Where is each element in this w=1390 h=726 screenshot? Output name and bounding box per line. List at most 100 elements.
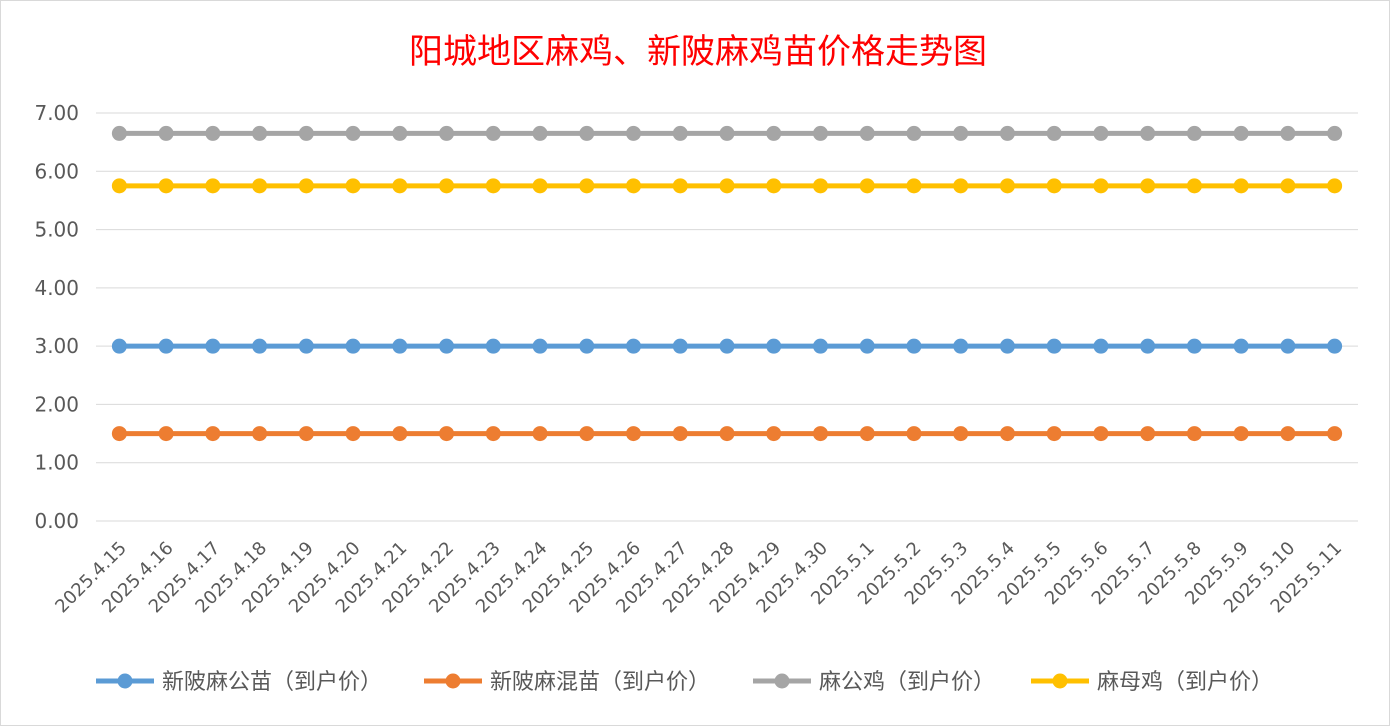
data-point xyxy=(205,426,221,442)
data-point xyxy=(626,125,642,141)
data-point xyxy=(532,426,548,442)
data-point xyxy=(812,178,828,194)
legend-entry: 新陂麻公苗（到户价） xyxy=(96,670,382,695)
data-point xyxy=(766,178,782,194)
data-point xyxy=(719,178,735,194)
series-2 xyxy=(111,125,1343,141)
data-point xyxy=(532,338,548,354)
data-point xyxy=(345,125,361,141)
data-point xyxy=(906,178,922,194)
y-axis-ticks: 0.00 1.00 2.00 3.00 4.00 5.00 6.00 7.00 xyxy=(34,101,79,533)
data-point xyxy=(252,338,268,354)
series-1 xyxy=(111,426,1343,442)
data-point xyxy=(1233,178,1249,194)
data-point xyxy=(532,178,548,194)
legend-marker xyxy=(117,673,133,689)
data-point xyxy=(298,125,314,141)
data-point xyxy=(812,125,828,141)
data-point xyxy=(1093,178,1109,194)
data-point xyxy=(392,338,408,354)
legend-label: 麻公鸡（到户价） xyxy=(819,670,995,695)
data-point xyxy=(111,178,127,194)
data-point xyxy=(953,338,969,354)
y-tick-label: 7.00 xyxy=(34,101,79,125)
data-point xyxy=(345,178,361,194)
data-point xyxy=(859,338,875,354)
y-tick-label: 5.00 xyxy=(34,218,79,242)
data-point xyxy=(719,426,735,442)
data-point xyxy=(205,178,221,194)
data-point xyxy=(719,125,735,141)
legend: 新陂麻公苗（到户价） 新陂麻混苗（到户价） 麻公鸡（到户价） 麻母鸡（到户价） xyxy=(96,670,1273,695)
data-point xyxy=(205,338,221,354)
data-point xyxy=(1233,338,1249,354)
data-point xyxy=(345,338,361,354)
data-point xyxy=(906,125,922,141)
data-point xyxy=(485,178,501,194)
legend-label: 新陂麻混苗（到户价） xyxy=(490,670,710,695)
data-point xyxy=(205,125,221,141)
y-tick-label: 4.00 xyxy=(34,276,79,300)
data-point xyxy=(1186,338,1202,354)
data-point xyxy=(719,338,735,354)
data-point xyxy=(1140,125,1156,141)
data-point xyxy=(298,426,314,442)
y-tick-label: 1.00 xyxy=(34,451,79,475)
data-point xyxy=(1327,426,1343,442)
data-point xyxy=(392,178,408,194)
data-point xyxy=(999,178,1015,194)
data-point xyxy=(111,338,127,354)
data-point xyxy=(392,125,408,141)
data-point xyxy=(1280,338,1296,354)
data-point xyxy=(579,338,595,354)
legend-marker xyxy=(1052,673,1068,689)
data-point xyxy=(1186,426,1202,442)
data-point xyxy=(439,178,455,194)
data-point xyxy=(672,125,688,141)
data-point xyxy=(906,338,922,354)
data-point xyxy=(999,426,1015,442)
data-point xyxy=(999,125,1015,141)
data-point xyxy=(392,426,408,442)
data-point xyxy=(1046,426,1062,442)
data-point xyxy=(1186,125,1202,141)
y-tick-label: 6.00 xyxy=(34,159,79,183)
data-point xyxy=(953,178,969,194)
gridlines xyxy=(96,112,1358,522)
data-point xyxy=(111,426,127,442)
legend-entry: 麻母鸡（到户价） xyxy=(1031,670,1273,695)
data-point xyxy=(439,125,455,141)
data-point xyxy=(579,426,595,442)
data-point xyxy=(158,178,174,194)
data-point xyxy=(158,426,174,442)
data-point xyxy=(439,338,455,354)
data-point xyxy=(1093,338,1109,354)
data-point xyxy=(1046,125,1062,141)
data-point xyxy=(859,125,875,141)
data-point xyxy=(579,125,595,141)
data-point xyxy=(1327,338,1343,354)
x-axis-ticks: 2025.4.152025.4.162025.4.172025.4.182025… xyxy=(51,538,1346,618)
data-point xyxy=(1233,426,1249,442)
data-point xyxy=(485,338,501,354)
data-point xyxy=(485,125,501,141)
data-point xyxy=(812,338,828,354)
legend-label: 新陂麻公苗（到户价） xyxy=(162,670,382,695)
y-tick-label: 3.00 xyxy=(34,334,79,358)
data-point xyxy=(111,125,127,141)
data-point xyxy=(672,426,688,442)
data-point xyxy=(953,125,969,141)
data-point xyxy=(626,426,642,442)
data-point xyxy=(298,178,314,194)
data-point xyxy=(1093,426,1109,442)
data-point xyxy=(158,125,174,141)
series-0 xyxy=(111,338,1343,354)
data-point xyxy=(532,125,548,141)
data-point xyxy=(1046,178,1062,194)
data-point xyxy=(1327,178,1343,194)
legend-marker xyxy=(774,673,790,689)
series-3 xyxy=(111,178,1343,194)
data-point xyxy=(859,178,875,194)
data-point xyxy=(766,125,782,141)
